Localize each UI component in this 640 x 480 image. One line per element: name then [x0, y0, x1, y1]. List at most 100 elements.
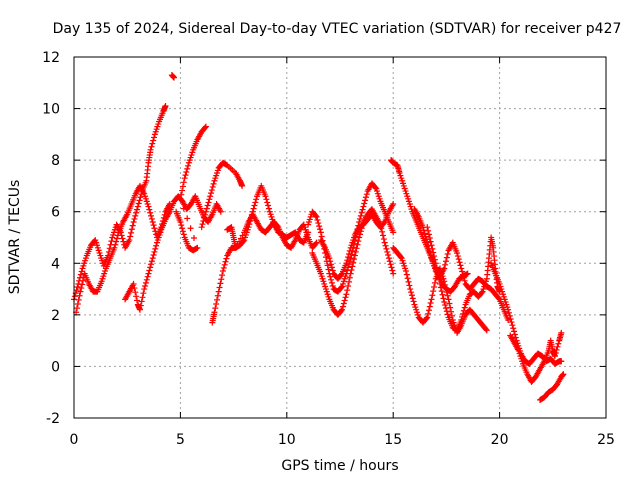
data-point	[148, 261, 155, 268]
data-point	[211, 309, 218, 316]
data-point	[182, 172, 189, 179]
data-point	[128, 226, 135, 233]
data-point	[507, 315, 514, 322]
data-point	[441, 265, 448, 272]
data-point	[431, 284, 438, 291]
data-point	[327, 273, 334, 280]
data-point	[324, 262, 331, 269]
data-point	[343, 291, 350, 298]
data-point	[218, 276, 225, 283]
data-point	[75, 296, 82, 303]
data-point	[340, 300, 347, 307]
data-point	[214, 296, 221, 303]
data-point	[422, 233, 429, 240]
data-point	[208, 190, 215, 197]
data-point	[203, 205, 210, 212]
data-point	[437, 284, 444, 291]
data-point	[554, 343, 561, 350]
data-point	[345, 251, 352, 258]
data-point	[131, 215, 138, 222]
data-point	[380, 220, 387, 227]
data-point	[251, 202, 258, 209]
data-point	[442, 285, 449, 292]
data-point	[134, 203, 141, 210]
data-point	[207, 193, 214, 200]
data-point	[406, 282, 413, 289]
data-point	[403, 271, 410, 278]
data-point	[353, 245, 360, 252]
data-point	[423, 315, 430, 322]
series-trace-e	[173, 123, 209, 254]
data-point	[427, 238, 434, 245]
data-point	[312, 240, 319, 247]
data-point	[180, 231, 187, 238]
data-point	[328, 276, 335, 283]
data-point	[344, 257, 351, 264]
data-point	[144, 273, 151, 280]
data-point	[436, 276, 443, 283]
data-point	[325, 266, 332, 273]
data-point	[350, 259, 357, 266]
data-point	[346, 247, 353, 254]
data-point	[346, 274, 353, 281]
data-point	[149, 255, 156, 262]
data-point	[343, 260, 350, 267]
series-trace-q	[507, 329, 565, 385]
data-point	[338, 284, 345, 291]
data-point	[113, 238, 120, 245]
data-point	[424, 314, 431, 321]
data-point	[442, 305, 449, 312]
data-point	[429, 245, 436, 252]
data-point	[179, 187, 186, 194]
data-point	[250, 205, 257, 212]
x-tick-label: 0	[70, 432, 79, 448]
data-point	[358, 209, 365, 216]
data-point	[455, 256, 462, 263]
data-point	[385, 252, 392, 259]
x-tick-label: 20	[491, 432, 509, 448]
data-point	[357, 212, 364, 219]
data-point	[150, 222, 157, 229]
data-point	[219, 272, 226, 279]
data-point	[356, 234, 363, 241]
data-point	[434, 268, 441, 275]
data-point	[149, 219, 156, 226]
x-tick-label: 15	[384, 432, 402, 448]
data-point	[390, 229, 397, 236]
data-point	[152, 245, 159, 252]
y-tick-label: 6	[51, 205, 60, 221]
data-point	[345, 282, 352, 289]
data-point	[143, 276, 150, 283]
data-point	[79, 277, 86, 284]
y-axis-label: SDTVAR / TECUs	[7, 180, 23, 295]
data-point	[214, 292, 221, 299]
data-point	[427, 299, 434, 306]
data-point	[179, 183, 186, 190]
data-point	[185, 162, 192, 169]
data-point	[431, 253, 438, 260]
data-point	[341, 297, 348, 304]
data-point	[505, 306, 512, 313]
data-point	[162, 102, 169, 109]
data-point	[379, 232, 386, 239]
data-point	[354, 241, 361, 248]
data-point	[357, 231, 364, 238]
data-point	[178, 222, 185, 229]
data-point	[141, 286, 148, 293]
data-point	[194, 244, 201, 251]
data-point	[171, 74, 178, 81]
data-point	[151, 134, 158, 141]
data-point	[555, 340, 562, 347]
data-point	[444, 292, 451, 299]
data-point	[460, 274, 467, 281]
data-point	[430, 249, 437, 256]
data-point	[149, 140, 156, 147]
data-point	[151, 248, 158, 255]
data-point	[133, 293, 140, 300]
data-point	[425, 307, 432, 314]
data-point	[553, 346, 560, 353]
data-point	[380, 236, 387, 243]
data-point	[202, 124, 209, 131]
data-point	[209, 183, 216, 190]
